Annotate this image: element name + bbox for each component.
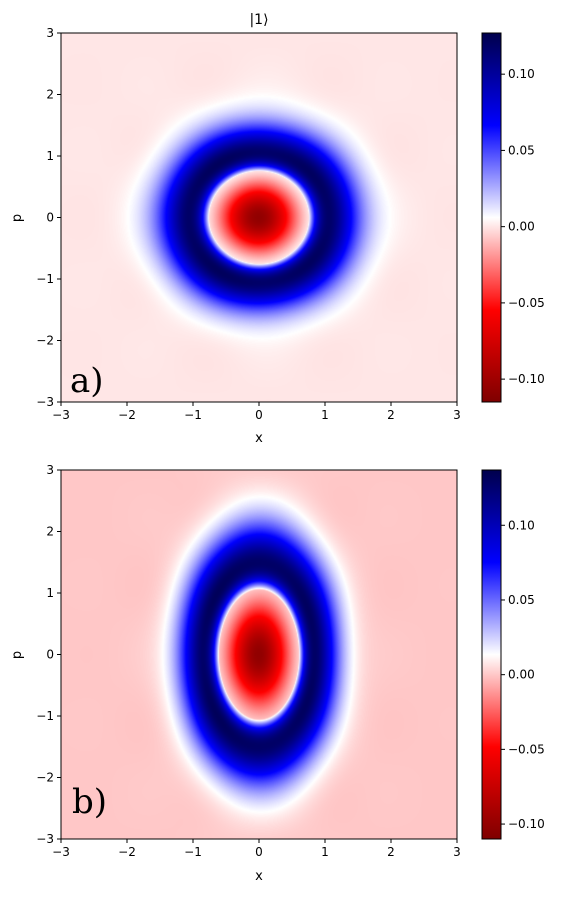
- colorbar-b: 0.10 0.05 0.00 −0.05 −0.10: [481, 469, 545, 840]
- y-tick-label: 1: [46, 586, 54, 600]
- x-tick-label: 2: [387, 408, 395, 422]
- y-tick-label: −3: [36, 832, 54, 846]
- colorbar-tick-label: 0.00: [508, 668, 535, 682]
- panel-a: |1⟩ −3 −2 −1 0 1 2 3 −3 −2 −1 0 1 2 3 x p a) 0.10 0.0…: [10, 12, 545, 446]
- x-tick-label: 1: [321, 845, 329, 859]
- x-tick-label: −1: [184, 845, 202, 859]
- y-tick-label: 2: [46, 525, 54, 539]
- colorbar-tick-label: 0.05: [508, 593, 535, 607]
- panel-label-a: a): [70, 361, 104, 401]
- colorbar-tick-label: −0.05: [508, 296, 545, 310]
- panel-label-b: b): [72, 782, 107, 822]
- colorbar-tick-label: −0.05: [508, 742, 545, 756]
- colorbar-b-gradient: [481, 469, 502, 840]
- y-tick-label: 3: [46, 463, 54, 477]
- y-tick-label: 0: [46, 648, 54, 662]
- y-tick-label: −1: [36, 709, 54, 723]
- x-axis-label: x: [255, 431, 263, 446]
- y-tick-label: 3: [46, 26, 54, 40]
- x-tick-label: −2: [118, 845, 136, 859]
- colorbar-a: 0.10 0.05 0.00 −0.05 −0.10: [481, 32, 545, 403]
- x-axis-ticks-a: −3 −2 −1 0 1 2 3: [52, 402, 461, 422]
- x-tick-label: 3: [453, 408, 461, 422]
- heatmap-b-area: [60, 469, 458, 840]
- x-tick-label: 0: [255, 408, 263, 422]
- heatmap-b: [61, 470, 457, 839]
- heatmap-a-frame: [61, 33, 457, 402]
- colorbar-a-ticks: 0.10 0.05 0.00 −0.05 −0.10: [501, 67, 545, 386]
- x-axis-label: x: [255, 869, 263, 884]
- colorbar-tick-label: −0.10: [508, 817, 545, 831]
- x-axis-ticks-b: −3 −2 −1 0 1 2 3: [52, 839, 461, 859]
- x-tick-label: −3: [52, 408, 70, 422]
- y-tick-label: 2: [46, 88, 54, 102]
- x-tick-label: 2: [387, 845, 395, 859]
- y-tick-label: −2: [36, 771, 54, 785]
- plot-title: |1⟩: [249, 12, 268, 28]
- x-tick-label: −2: [118, 408, 136, 422]
- heatmap-a-area: [60, 32, 458, 403]
- colorbar-b-ticks: 0.10 0.05 0.00 −0.05 −0.10: [501, 518, 545, 831]
- x-tick-label: 1: [321, 408, 329, 422]
- colorbar-tick-label: 0.05: [508, 143, 535, 157]
- y-axis-ticks-b: −3 −2 −1 0 1 2 3: [36, 463, 61, 846]
- y-tick-label: −1: [36, 272, 54, 286]
- y-axis-label: p: [10, 651, 25, 659]
- heatmap-a: [61, 33, 457, 402]
- y-tick-label: −3: [36, 395, 54, 409]
- y-tick-label: 0: [46, 211, 54, 225]
- heatmap-b-frame: [61, 470, 457, 839]
- y-tick-label: −2: [36, 334, 54, 348]
- colorbar-tick-label: −0.10: [508, 372, 545, 386]
- x-tick-label: 0: [255, 845, 263, 859]
- panel-b: −3 −2 −1 0 1 2 3 −3 −2 −1 0 1 2 3 x p b) 0.10 0.05 0.0…: [10, 463, 545, 884]
- colorbar-tick-label: 0.00: [508, 220, 535, 234]
- y-tick-label: 1: [46, 149, 54, 163]
- y-axis-ticks-a: −3 −2 −1 0 1 2 3: [36, 26, 61, 409]
- x-tick-label: −1: [184, 408, 202, 422]
- colorbar-tick-label: 0.10: [508, 518, 535, 532]
- colorbar-a-gradient: [481, 32, 502, 403]
- colorbar-tick-label: 0.10: [508, 67, 535, 81]
- x-tick-label: −3: [52, 845, 70, 859]
- x-tick-label: 3: [453, 845, 461, 859]
- y-axis-label: p: [10, 214, 25, 222]
